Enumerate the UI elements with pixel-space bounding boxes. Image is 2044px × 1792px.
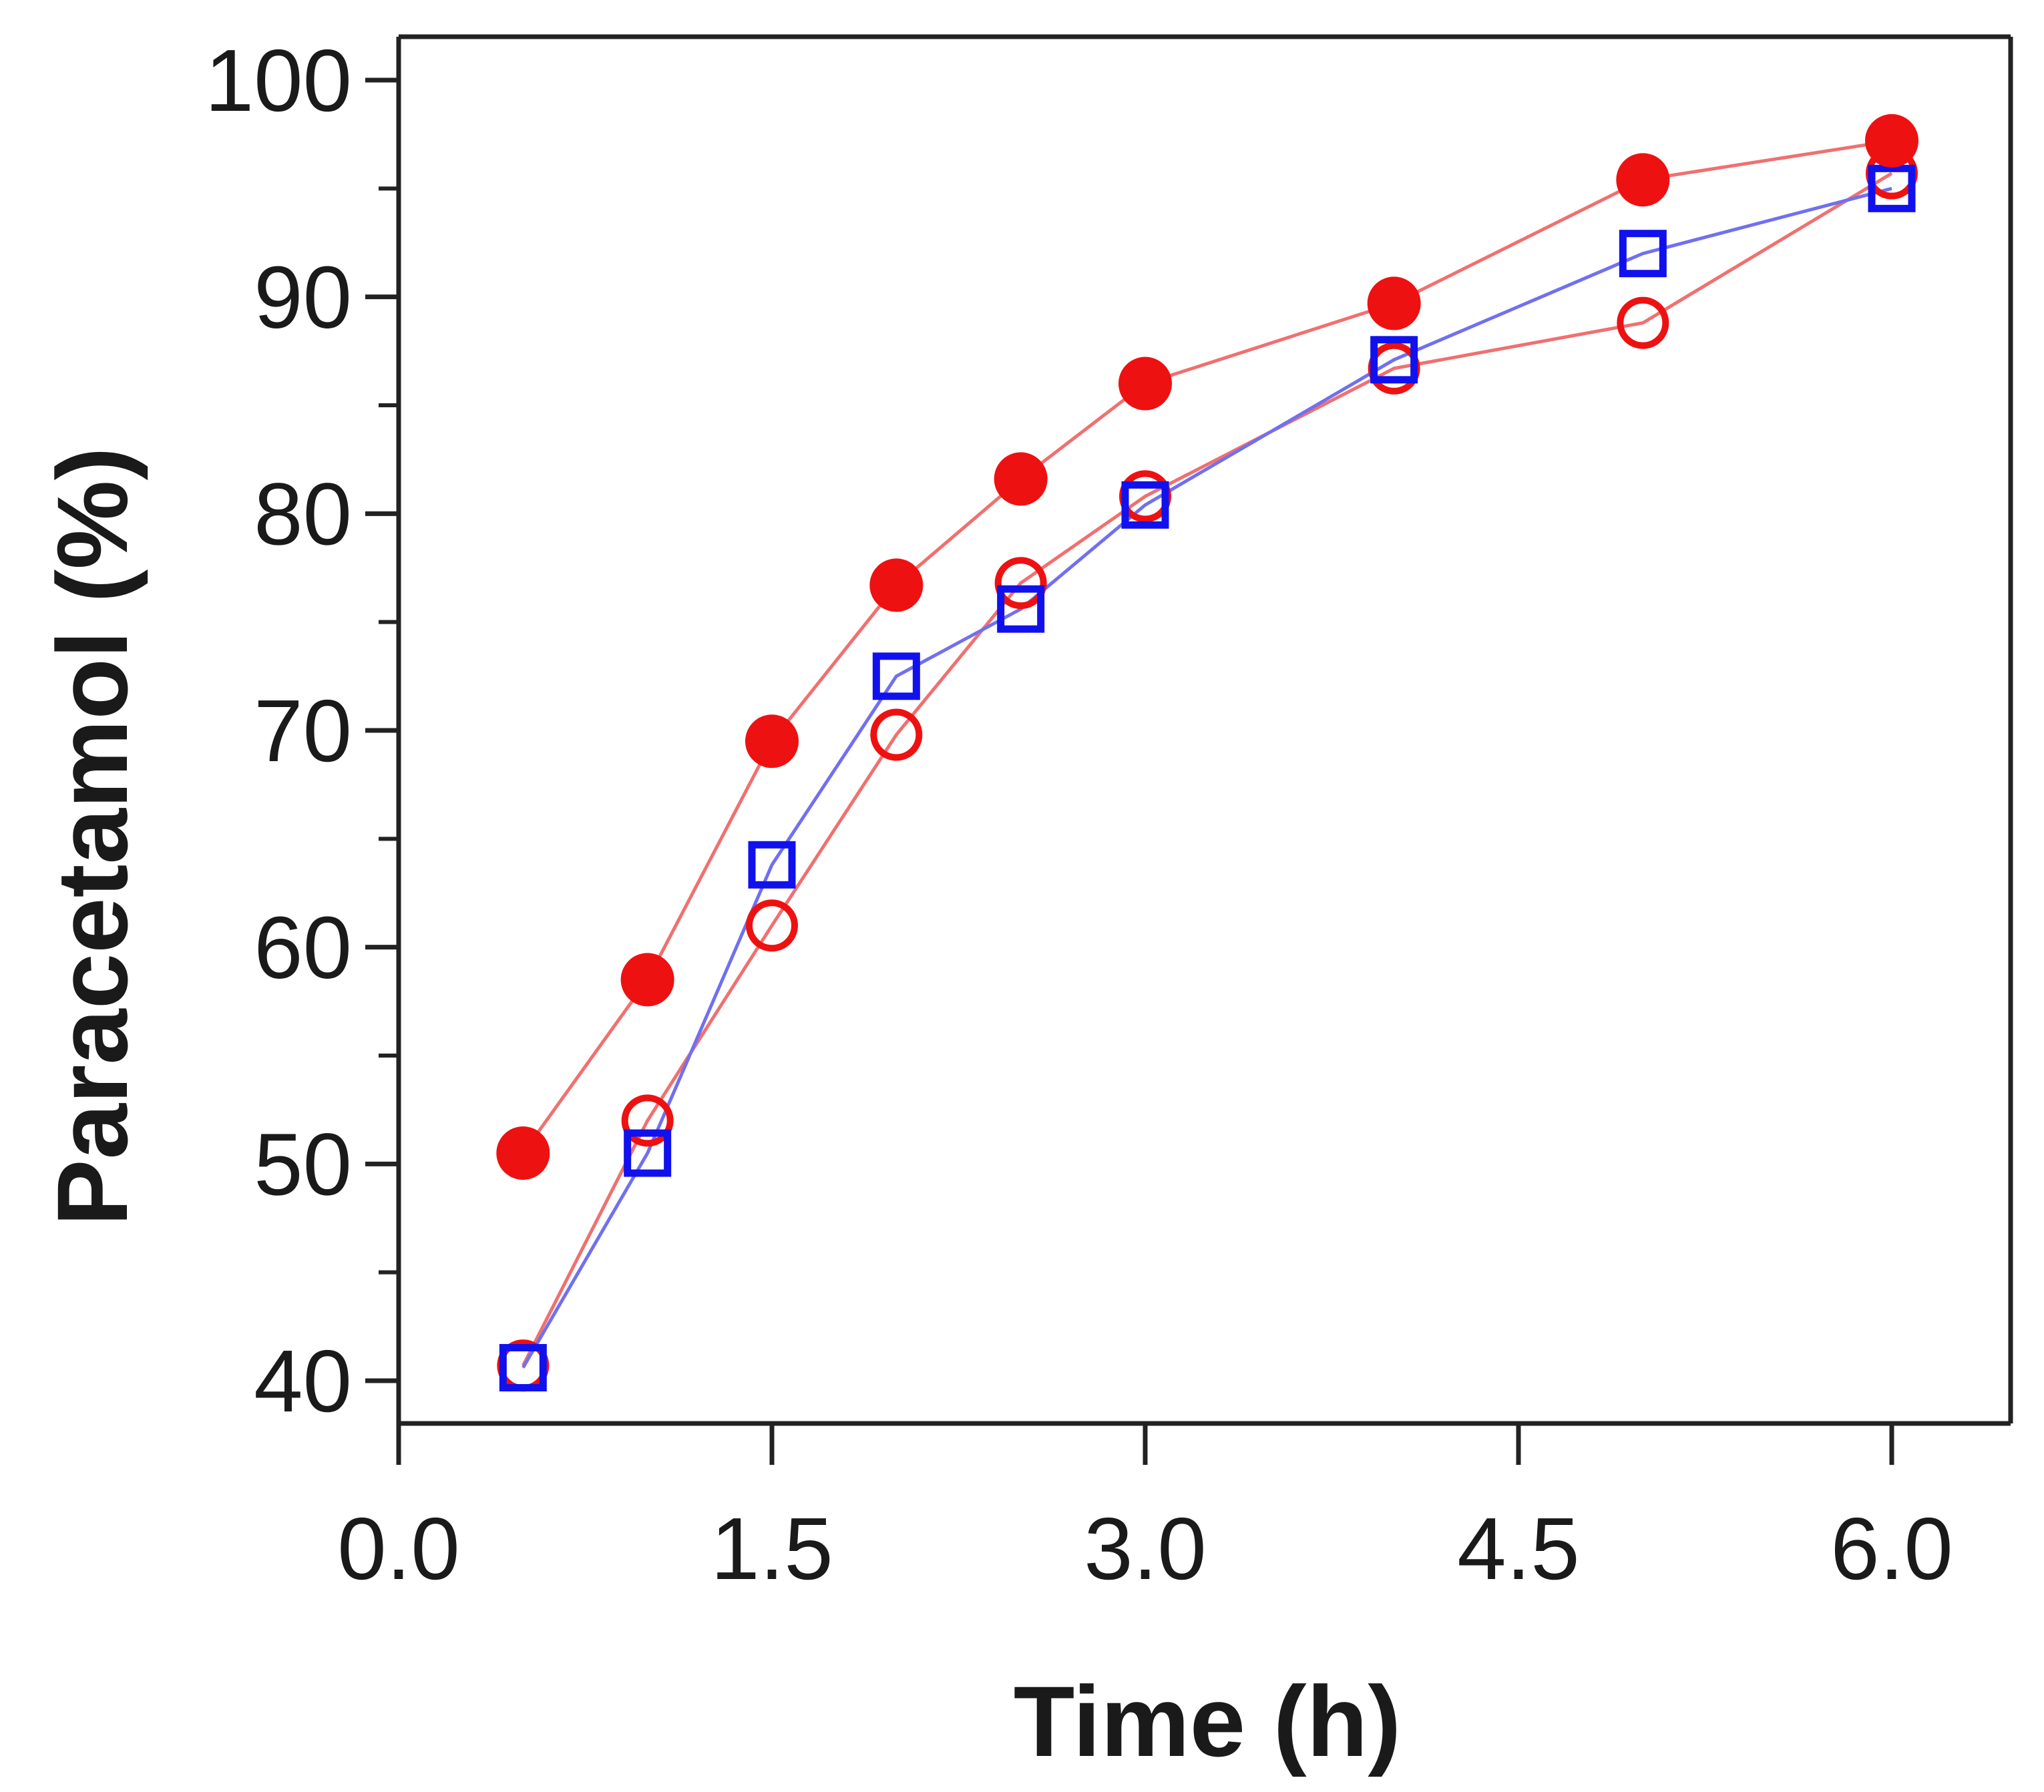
data-point-open-square xyxy=(499,1344,547,1392)
axes: 40 50 60 70 80 90 100 0.0 1.5 3.0 4.5 6.0 xyxy=(205,31,2013,1598)
data-point-open-circle xyxy=(621,1094,674,1147)
data-point-filled-circle xyxy=(1616,153,1670,207)
y-axis-title: Paracetamol (%) xyxy=(36,447,148,1226)
x-tick-label: 3.0 xyxy=(1084,1500,1207,1598)
x-tick-label: 4.5 xyxy=(1457,1500,1580,1598)
data-point-open-circle xyxy=(870,708,923,761)
data-point-open-square xyxy=(624,1129,672,1177)
data-point-filled-circle xyxy=(1118,357,1172,411)
data-point-open-square xyxy=(872,652,920,700)
data-point-filled-circle xyxy=(1865,114,1918,168)
y-tick-label: 60 xyxy=(254,899,352,997)
data-point-open-square xyxy=(748,841,796,889)
data-point-filled-circle xyxy=(1367,276,1421,330)
series-markers xyxy=(496,114,1918,1392)
data-point-filled-circle xyxy=(496,1126,550,1180)
data-point-filled-circle xyxy=(994,452,1048,506)
data-point-open-circle xyxy=(1119,470,1171,523)
data-point-open-square xyxy=(997,585,1045,633)
y-tick-label: 100 xyxy=(205,31,352,130)
data-point-filled-circle xyxy=(745,714,799,768)
data-point-open-square xyxy=(1370,336,1418,384)
data-point-open-circle xyxy=(1617,296,1669,349)
y-tick-label: 50 xyxy=(254,1115,352,1213)
data-point-filled-circle xyxy=(620,953,674,1007)
data-point-open-circle xyxy=(994,557,1047,610)
x-axis-title: Time (h) xyxy=(1014,1665,1402,1777)
y-tick-label: 80 xyxy=(254,465,352,563)
x-tick-label: 1.5 xyxy=(710,1500,833,1598)
data-point-open-square xyxy=(1619,230,1667,278)
data-point-open-square xyxy=(1868,164,1916,212)
y-tick-label: 70 xyxy=(254,682,352,780)
x-tick-label: 6.0 xyxy=(1830,1500,1953,1598)
x-tick-label: 0.0 xyxy=(337,1500,460,1598)
y-tick-label: 40 xyxy=(254,1332,352,1430)
data-point-open-circle xyxy=(1368,342,1420,395)
data-point-open-square xyxy=(1121,481,1169,529)
y-tick-label: 90 xyxy=(254,248,352,347)
data-point-open-circle xyxy=(746,899,798,952)
data-point-filled-circle xyxy=(869,558,924,612)
